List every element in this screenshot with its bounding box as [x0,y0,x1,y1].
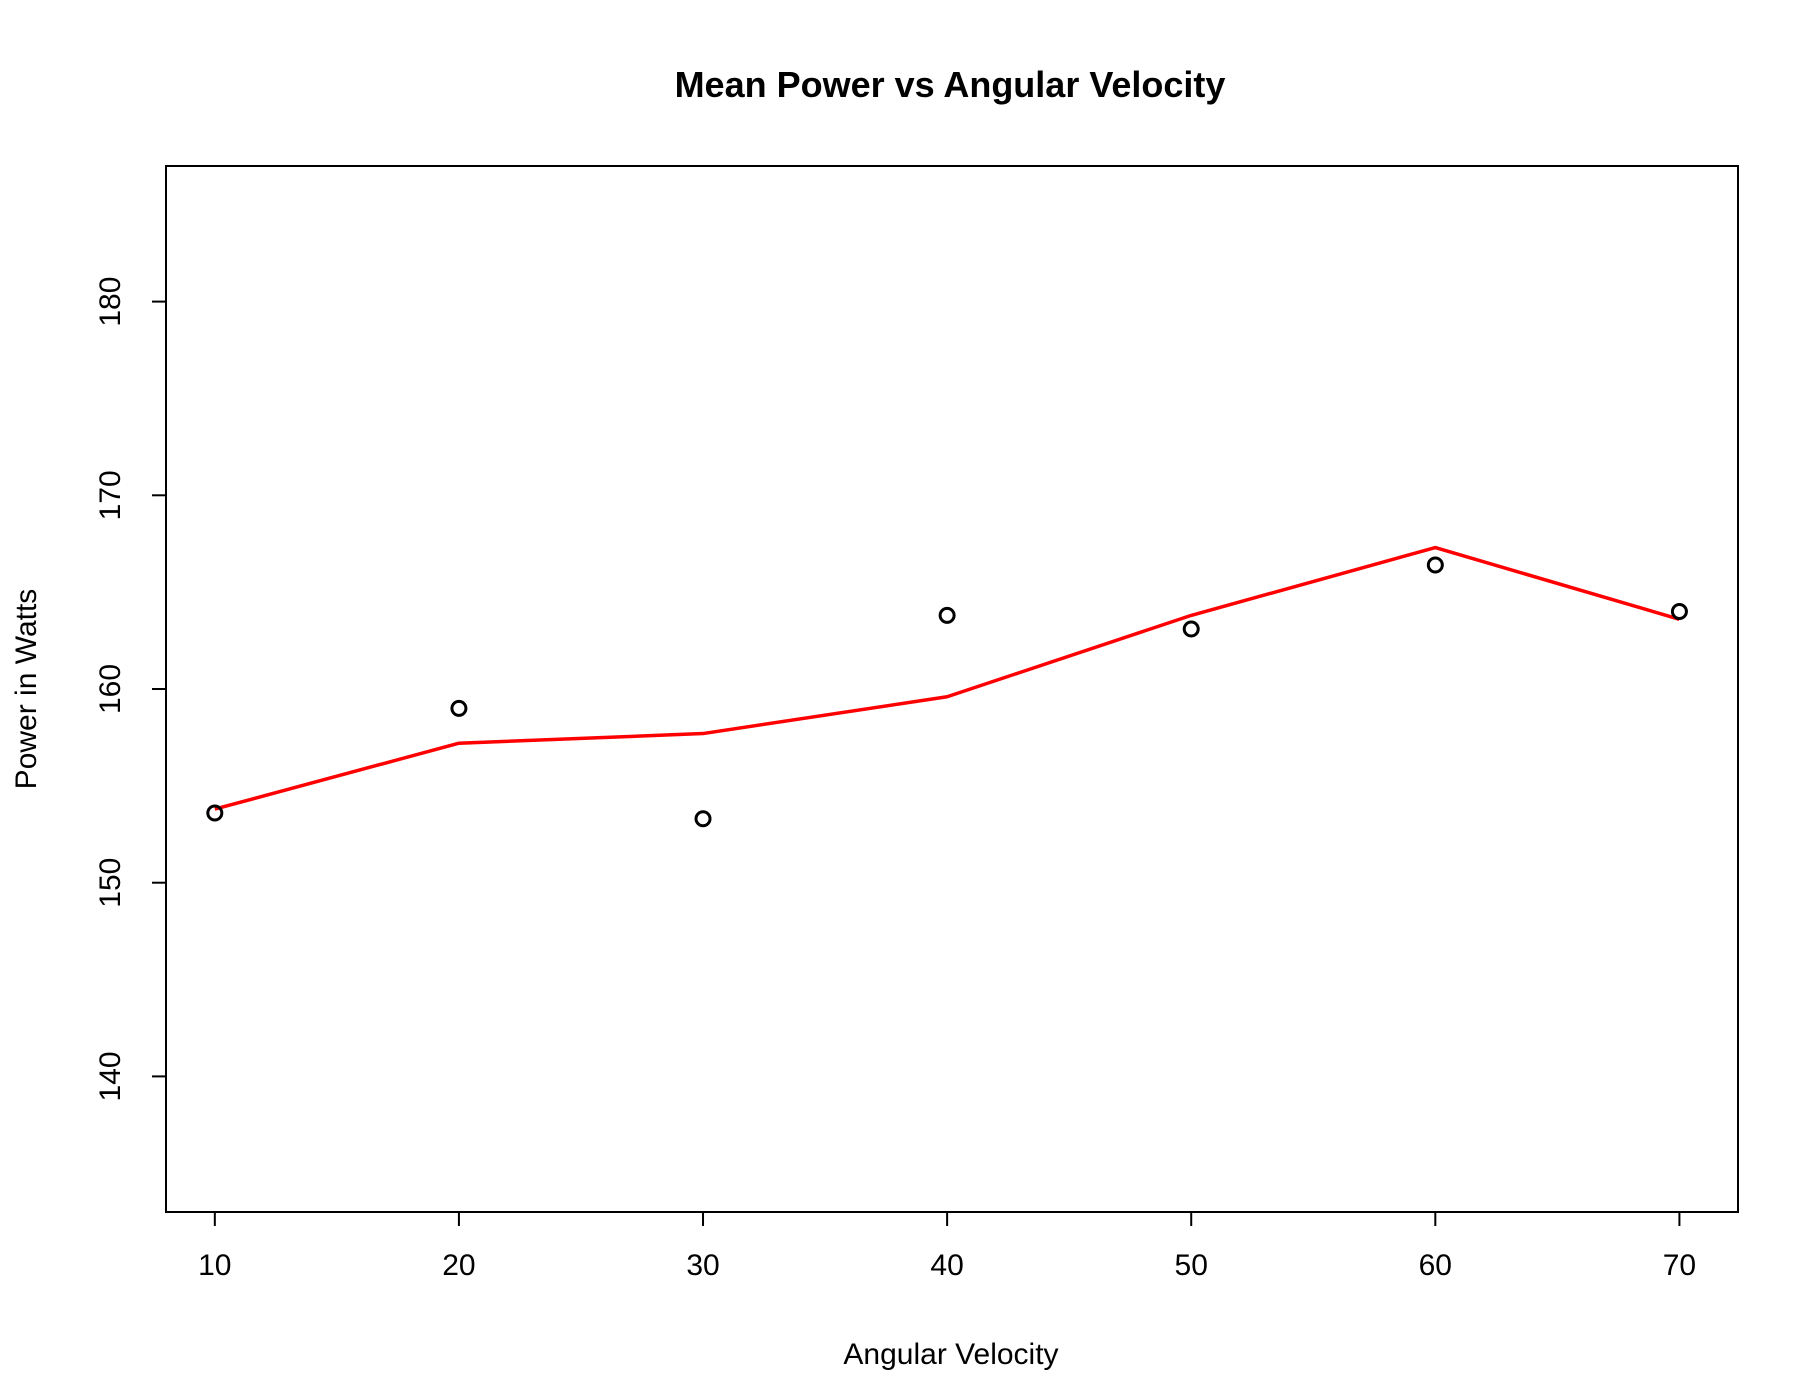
fitted-line-series [214,545,1680,811]
plot-frame [165,165,1739,1213]
data-point [938,606,956,624]
data-points-series [206,556,1688,828]
x-tick-label: 20 [442,1249,475,1282]
x-tick-label: 50 [1175,1249,1208,1282]
data-point [1182,620,1200,638]
y-tick-label: 180 [94,277,127,327]
y-tick-label: 170 [94,470,127,520]
data-point [694,810,712,828]
chart-title: Mean Power vs Angular Velocity [675,64,1226,105]
data-point [1426,556,1444,574]
y-tick-label: 160 [94,664,127,714]
y-axis: 140 150 160 170 180 [94,277,167,1101]
y-axis-label: Power in Watts [10,589,43,790]
data-point [450,699,468,717]
x-tick-label: 30 [686,1249,719,1282]
fitted-line [214,545,1680,811]
x-tick-label: 40 [930,1249,963,1282]
y-tick-label: 150 [94,858,127,908]
y-tick-label: 140 [94,1051,127,1101]
data-point [206,804,224,822]
x-tick-label: 70 [1663,1249,1696,1282]
x-axis: 10 20 30 40 50 60 70 [198,1211,1696,1282]
x-tick-label: 10 [198,1249,231,1282]
x-axis-label: Angular Velocity [843,1338,1058,1371]
data-point [1670,603,1688,621]
x-tick-label: 60 [1419,1249,1452,1282]
